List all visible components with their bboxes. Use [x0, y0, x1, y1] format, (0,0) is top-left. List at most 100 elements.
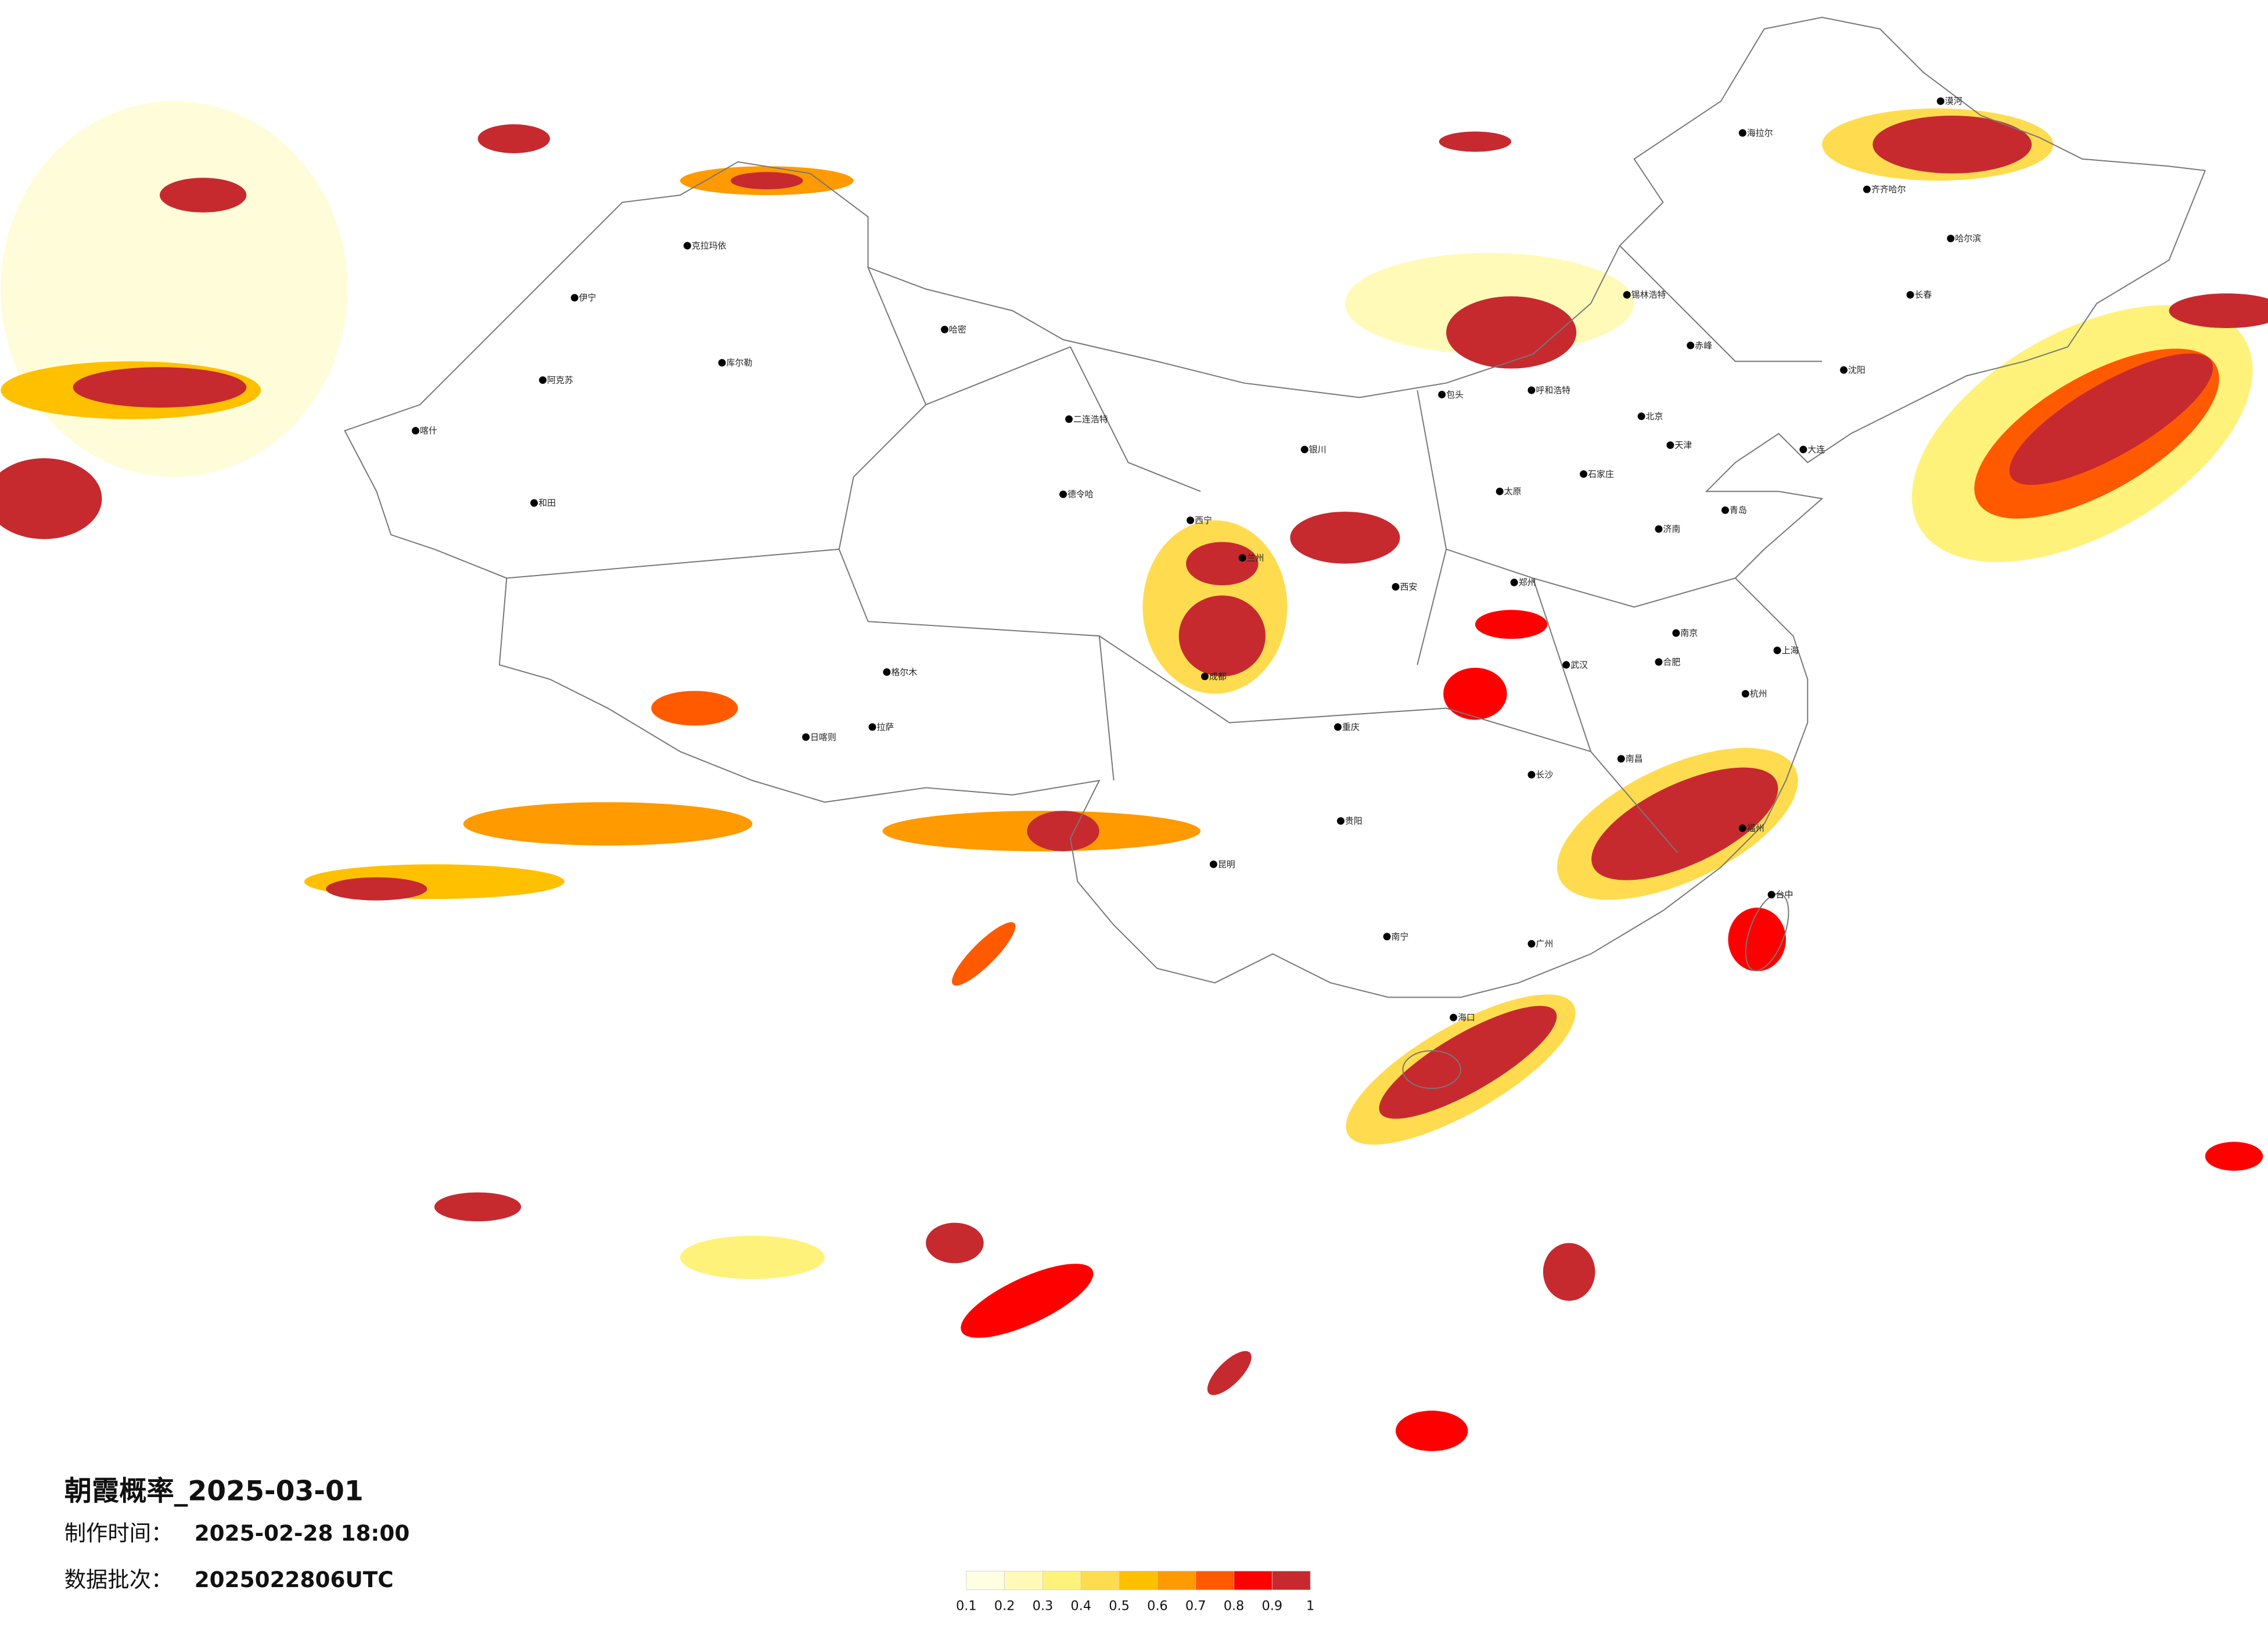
- city-dot: [1580, 470, 1588, 478]
- city-label: 杭州: [1750, 689, 1767, 699]
- city-label: 拉萨: [876, 722, 894, 732]
- city-dot: [1383, 933, 1391, 941]
- colorbar-swatch: [966, 1571, 1005, 1591]
- city-label: 西安: [1400, 581, 1417, 592]
- city-dot: [1209, 860, 1217, 868]
- colorbar-swatch: [1157, 1571, 1196, 1591]
- city-dot: [1065, 415, 1073, 423]
- city-dot: [1687, 341, 1695, 350]
- city-label: 德令哈: [1067, 489, 1094, 499]
- colorbar-tick-label: 0.3: [1033, 1599, 1054, 1614]
- info-block: 朝霞概率_2025-03-01 制作时间： 2025-02-28 18:00 数…: [64, 1475, 410, 1592]
- colorbar-tick-label: 0.8: [1224, 1599, 1245, 1614]
- city-dot: [1527, 771, 1536, 779]
- city-dot: [1906, 291, 1914, 299]
- city-label: 贵阳: [1345, 816, 1363, 826]
- city-dot: [1637, 412, 1645, 420]
- colorbar-swatch: [1043, 1571, 1081, 1591]
- city-label: 南京: [1680, 628, 1698, 638]
- city-dot: [1617, 755, 1625, 763]
- city-dot: [1201, 672, 1209, 681]
- city-label: 银川: [1309, 444, 1327, 455]
- city-label: 兰州: [1247, 553, 1264, 563]
- city-dot: [1721, 506, 1729, 515]
- city-dot: [1840, 366, 1848, 374]
- city-label: 海拉尔: [1747, 128, 1773, 138]
- city-dot: [718, 359, 726, 367]
- city-dot: [940, 325, 948, 333]
- city-label: 重庆: [1342, 722, 1360, 732]
- city-label: 克拉玛依: [692, 240, 727, 251]
- city-label: 哈密: [949, 324, 966, 334]
- city-dot: [1655, 658, 1663, 666]
- colorbar-swatch: [1234, 1571, 1273, 1591]
- city-label: 上海: [1782, 645, 1799, 656]
- colorbar-tick-label: 0.5: [1109, 1599, 1130, 1614]
- city-label: 漠河: [1945, 96, 1963, 106]
- city-label: 北京: [1646, 411, 1663, 422]
- city-label: 昆明: [1218, 859, 1235, 869]
- city-dot: [1672, 629, 1680, 637]
- city-label: 台中: [1776, 890, 1793, 900]
- city-dot: [1799, 445, 1807, 454]
- city-label: 日喀则: [810, 732, 836, 742]
- city-dot: [1059, 490, 1067, 498]
- city-dot: [1336, 817, 1345, 825]
- city-label: 呼和浩特: [1536, 385, 1570, 395]
- city-dot: [1738, 129, 1746, 137]
- city-dot: [1863, 185, 1871, 193]
- city-dot: [1510, 578, 1518, 587]
- city-dot: [1562, 661, 1570, 669]
- city-label: 西宁: [1195, 515, 1212, 526]
- city-label: 太原: [1504, 486, 1522, 497]
- city-label: 海口: [1458, 1012, 1475, 1023]
- city-dot: [1527, 940, 1536, 948]
- city-label: 库尔勒: [727, 358, 753, 368]
- city-label: 广州: [1536, 938, 1553, 949]
- city-dot: [683, 242, 691, 250]
- colorbar-tick-label: 0.2: [994, 1599, 1015, 1614]
- city-dot: [1187, 516, 1195, 524]
- city-dot: [1773, 646, 1781, 654]
- city-layer: 克拉玛依 伊宁 喀什 阿克苏 和田 哈密 库尔勒 拉萨 日喀则 格尔木 德令哈 …: [412, 96, 1981, 1023]
- city-dot: [1738, 824, 1746, 832]
- city-label: 大连: [1807, 444, 1825, 455]
- info-value: 2025-02-28 18:00: [195, 1520, 410, 1546]
- city-label: 青岛: [1730, 505, 1747, 516]
- city-dot: [802, 733, 810, 741]
- city-dot: [1767, 891, 1775, 899]
- city-dot: [530, 499, 538, 507]
- city-label: 南宁: [1392, 931, 1409, 942]
- city-label: 合肥: [1663, 657, 1680, 667]
- city-dot: [1666, 441, 1674, 449]
- colorbar-tick-label: 0.9: [1262, 1599, 1283, 1614]
- colorbar-swatch: [1119, 1571, 1158, 1591]
- city-label: 南昌: [1626, 754, 1643, 764]
- colorbar-tick-label: 0.6: [1147, 1599, 1168, 1614]
- info-label: 制作时间：: [64, 1520, 173, 1546]
- city-label: 沈阳: [1848, 365, 1866, 375]
- city-dot: [1238, 554, 1246, 562]
- city-dot: [1936, 97, 1944, 105]
- city-dot: [570, 294, 578, 302]
- city-dot: [883, 668, 891, 676]
- city-dot: [1334, 723, 1342, 731]
- colorbar-swatch: [1271, 1571, 1311, 1591]
- city-dot: [1300, 445, 1309, 454]
- city-dot: [539, 376, 547, 384]
- city-label: 喀什: [420, 426, 437, 436]
- info-value: 2025022806UTC: [195, 1567, 394, 1592]
- city-dot: [1741, 690, 1749, 698]
- city-label: 成都: [1209, 671, 1227, 682]
- city-dot: [868, 723, 876, 731]
- city-label: 天津: [1674, 440, 1692, 451]
- colorbar-tick-label: 0.7: [1185, 1599, 1206, 1614]
- city-label: 齐齐哈尔: [1871, 184, 1906, 195]
- city-label: 哈尔滨: [1955, 233, 1981, 244]
- colorbar-swatch: [1195, 1571, 1234, 1591]
- colorbar-tick-label: 1: [1306, 1599, 1314, 1614]
- city-label: 和田: [538, 498, 556, 508]
